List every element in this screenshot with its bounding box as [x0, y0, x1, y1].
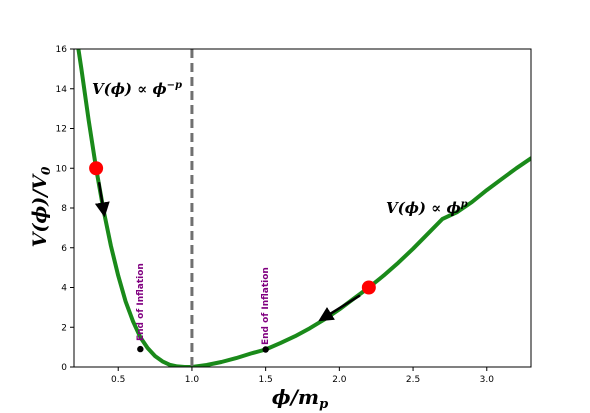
y-tick-label: 6 [61, 244, 67, 254]
end-of-inflation-label-right: End of Inflation [261, 267, 271, 345]
y-tick-label: 0 [61, 363, 67, 373]
end-of-inflation-point-2 [262, 346, 269, 353]
potential-curve [76, 49, 531, 367]
roll-direction-arrow-2 [318, 294, 361, 322]
end-of-inflation-point-1 [137, 345, 144, 353]
x-tick-label: 1.0 [185, 375, 200, 385]
left-annotation: V(ϕ) ∝ ϕ−p [92, 80, 182, 98]
x-tick-label: 2.5 [406, 375, 420, 385]
x-tick-label: 0.5 [111, 375, 125, 385]
y-axis-label: V(ϕ)/V0 [29, 166, 53, 247]
field-position-point-2 [361, 280, 376, 295]
y-tick-label: 14 [56, 85, 68, 95]
roll-direction-arrow-1 [94, 181, 110, 218]
y-tick-label: 2 [61, 323, 67, 333]
field-position-point-1 [89, 161, 104, 176]
y-tick-label: 4 [61, 284, 67, 294]
x-axis-label: ϕ/mp [272, 385, 328, 412]
y-tick-label: 16 [56, 45, 68, 55]
x-tick-label: 1.5 [258, 375, 272, 385]
right-annotation: V(ϕ) ∝ ϕp [386, 199, 468, 217]
y-tick-label: 8 [61, 204, 67, 214]
y-tick-label: 12 [56, 125, 67, 135]
x-tick-label: 3.0 [480, 375, 495, 385]
x-tick-label: 2.0 [332, 375, 347, 385]
y-tick-label: 10 [56, 164, 68, 174]
end-of-inflation-label-left: End of Inflation [136, 263, 146, 341]
